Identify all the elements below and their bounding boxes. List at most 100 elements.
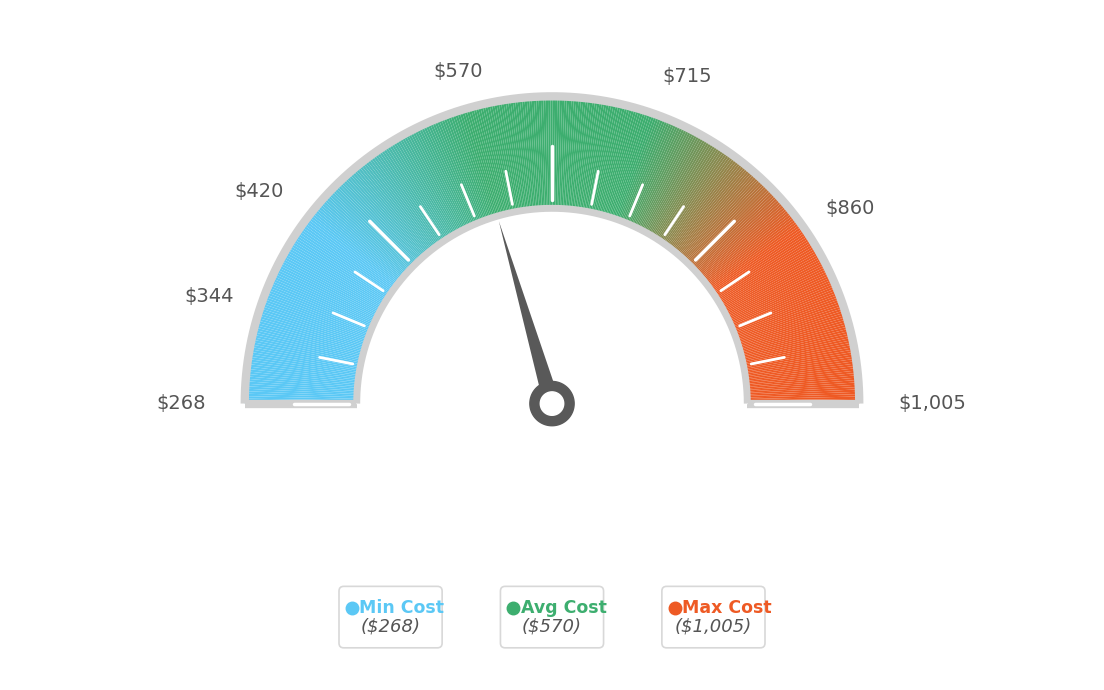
Polygon shape [388, 143, 449, 239]
Text: ($570): ($570) [522, 618, 582, 635]
Polygon shape [743, 337, 852, 363]
Polygon shape [489, 102, 513, 213]
Polygon shape [605, 108, 637, 216]
Polygon shape [678, 168, 751, 255]
Polygon shape [745, 356, 856, 375]
Polygon shape [679, 170, 753, 256]
Polygon shape [716, 239, 813, 300]
Polygon shape [524, 97, 535, 209]
Polygon shape [578, 99, 595, 210]
Polygon shape [554, 97, 558, 208]
Polygon shape [563, 97, 572, 208]
Polygon shape [316, 205, 403, 278]
Polygon shape [567, 97, 578, 209]
Polygon shape [429, 121, 476, 224]
Polygon shape [447, 114, 487, 220]
Polygon shape [583, 100, 603, 211]
Polygon shape [423, 124, 471, 226]
Polygon shape [466, 108, 499, 216]
Polygon shape [527, 97, 538, 209]
Polygon shape [252, 335, 362, 362]
Text: $268: $268 [156, 394, 205, 413]
Polygon shape [246, 374, 358, 386]
Polygon shape [331, 188, 413, 268]
Polygon shape [530, 382, 574, 426]
Polygon shape [325, 195, 408, 273]
Polygon shape [301, 224, 393, 290]
Polygon shape [742, 331, 851, 359]
Polygon shape [606, 108, 639, 217]
Polygon shape [328, 192, 411, 270]
Polygon shape [268, 282, 372, 328]
Polygon shape [615, 112, 652, 219]
Polygon shape [449, 113, 488, 219]
Polygon shape [403, 134, 458, 233]
Polygon shape [351, 170, 425, 256]
Text: $715: $715 [662, 68, 712, 86]
Polygon shape [380, 148, 444, 242]
Polygon shape [545, 97, 550, 208]
Polygon shape [711, 226, 804, 292]
Polygon shape [739, 310, 846, 346]
Polygon shape [747, 389, 859, 396]
Polygon shape [735, 299, 841, 339]
Polygon shape [370, 155, 437, 246]
Polygon shape [597, 105, 626, 214]
Polygon shape [251, 339, 361, 364]
Polygon shape [285, 249, 383, 307]
Polygon shape [270, 278, 374, 325]
Polygon shape [503, 100, 522, 210]
Polygon shape [742, 328, 850, 357]
Polygon shape [696, 196, 781, 273]
Polygon shape [347, 173, 423, 258]
Polygon shape [480, 104, 508, 214]
Polygon shape [332, 187, 414, 267]
Polygon shape [747, 394, 859, 399]
Polygon shape [318, 203, 404, 277]
Polygon shape [692, 189, 774, 268]
Polygon shape [252, 337, 361, 363]
Polygon shape [298, 228, 392, 293]
Polygon shape [671, 161, 742, 250]
Polygon shape [746, 366, 857, 381]
Polygon shape [349, 172, 424, 257]
Polygon shape [253, 332, 362, 359]
Polygon shape [744, 347, 854, 369]
Polygon shape [617, 114, 657, 220]
Polygon shape [254, 327, 363, 357]
Polygon shape [459, 110, 495, 217]
Polygon shape [267, 287, 371, 331]
Polygon shape [665, 152, 731, 245]
Polygon shape [373, 152, 439, 244]
Polygon shape [587, 101, 609, 212]
Polygon shape [641, 130, 694, 230]
Polygon shape [732, 284, 836, 328]
Polygon shape [470, 107, 501, 215]
Polygon shape [622, 117, 664, 221]
Polygon shape [245, 384, 357, 393]
Polygon shape [552, 97, 555, 208]
Polygon shape [699, 201, 785, 276]
Polygon shape [667, 155, 734, 246]
Polygon shape [263, 299, 369, 338]
Polygon shape [722, 254, 821, 310]
Polygon shape [296, 233, 390, 296]
Polygon shape [259, 308, 367, 344]
Polygon shape [660, 148, 725, 242]
Polygon shape [670, 159, 740, 249]
Polygon shape [399, 136, 456, 235]
Polygon shape [724, 258, 824, 313]
Polygon shape [291, 239, 388, 300]
Polygon shape [266, 289, 371, 333]
Polygon shape [245, 399, 357, 402]
Polygon shape [742, 335, 852, 362]
Polygon shape [736, 304, 843, 342]
Polygon shape [362, 161, 433, 250]
Polygon shape [255, 322, 363, 353]
Polygon shape [745, 364, 857, 380]
Polygon shape [341, 178, 420, 262]
Polygon shape [245, 381, 358, 391]
Polygon shape [657, 144, 719, 239]
Polygon shape [740, 317, 848, 350]
Polygon shape [724, 260, 825, 313]
